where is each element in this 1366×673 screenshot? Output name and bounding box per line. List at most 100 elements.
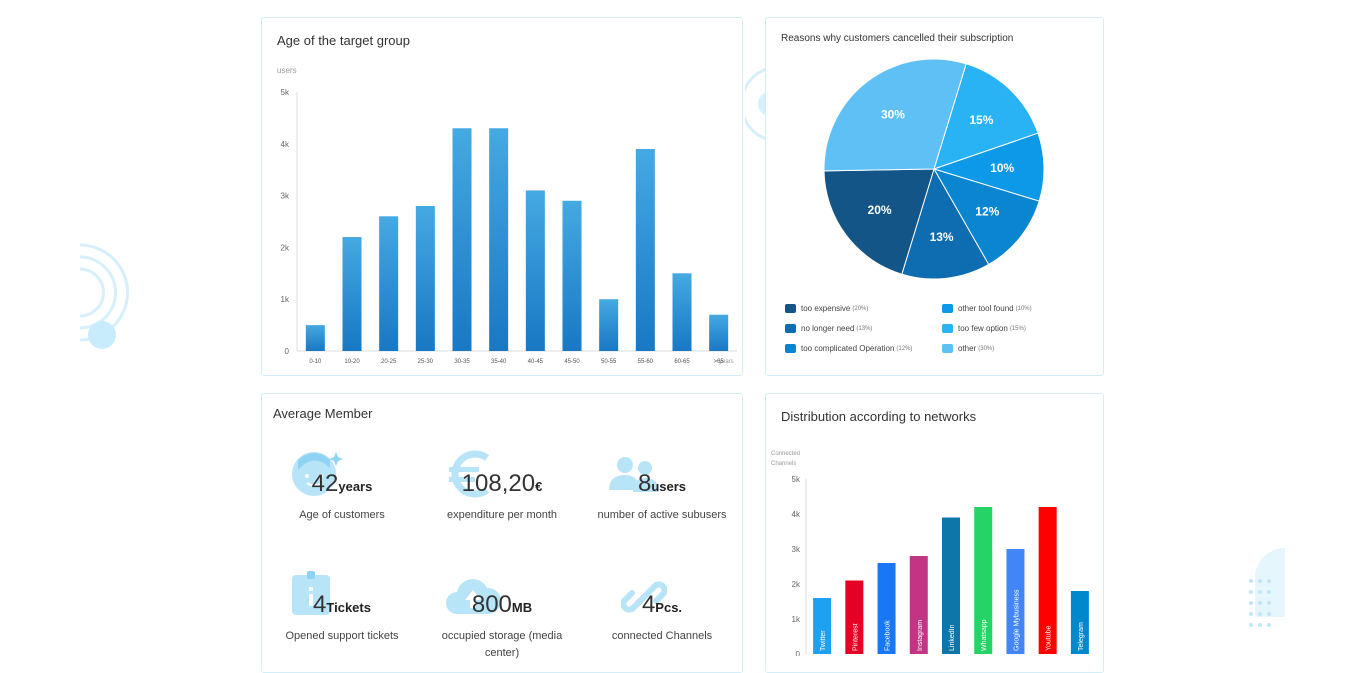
networks-chart-card: Distribution according to networks Conne… [765, 393, 1104, 673]
age-bar-chart: users years 0 1k 2k 3k 4k 5k 0-10 10-20 20-25 25-… [277, 66, 737, 365]
legend-item[interactable]: too complicated Operation (12%) [785, 344, 912, 353]
ticket-icon [292, 571, 330, 615]
stat-expenditure-label: expenditure per month [446, 509, 558, 521]
age-x-tick: 35-40 [491, 359, 507, 365]
stat-subusers-unit: users [651, 479, 687, 494]
reasons-chart-title: Reasons why customers cancelled their su… [781, 33, 1014, 44]
network-bar[interactable] [813, 598, 832, 654]
legend-label: no longer need [801, 324, 855, 333]
wave-decoration-left [80, 243, 129, 349]
age-x-unit: years [719, 359, 734, 365]
age-bar[interactable] [562, 200, 582, 351]
pie-slice-label: 15% [969, 113, 993, 127]
network-bar[interactable] [877, 563, 896, 654]
pie-slice[interactable] [932, 168, 1040, 266]
stat-subusers-value-line: 8users [587, 470, 737, 498]
legend-label: other [958, 344, 977, 353]
legend-swatch [785, 304, 796, 313]
stat-age-label: Age of customers [299, 509, 385, 521]
age-bar[interactable] [305, 325, 325, 351]
stat-storage-label: occupied storage (media center) [441, 630, 563, 659]
age-x-tick: 45-50 [564, 359, 580, 365]
stat-subusers-label: number of active subusers [597, 509, 727, 521]
age-bar[interactable] [599, 299, 619, 351]
network-bar-label: Instagram [917, 620, 924, 651]
legend-swatch [942, 344, 953, 353]
legend-label: too complicated Operation [801, 344, 895, 353]
age-x-tick: 25-30 [418, 359, 434, 365]
stat-tickets-label: Opened support tickets [285, 630, 399, 642]
network-bar-label: Telegram [1078, 622, 1085, 651]
pie-slice-label: 13% [930, 230, 954, 244]
legend-item[interactable]: other tool found (10%) [942, 304, 1032, 313]
cloud-upload-icon [446, 579, 501, 614]
age-x-tick: >65 [714, 359, 725, 365]
age-bar[interactable] [379, 216, 399, 351]
networks-bar-chart: Connected Channels 0 1k 2k 3k 4k 5k Twitter Pin… [771, 451, 1089, 656]
stat-expenditure-value: 108,20 [461, 470, 536, 497]
network-bar[interactable] [1070, 591, 1089, 654]
age-x-tick: 55-60 [638, 359, 654, 365]
age-bar[interactable] [452, 128, 472, 351]
average-member-title: Average Member [273, 406, 373, 421]
legend-percent: (10%) [1015, 305, 1032, 312]
stat-channels-value: 4 [641, 591, 656, 618]
legend-label: too few option [958, 324, 1008, 333]
reasons-pie-chart: 15% 10% 12% 13% 20% 30% [823, 58, 1045, 280]
stat-subusers-value: 8 [637, 470, 652, 497]
legend-item[interactable]: other (30%) [942, 344, 994, 353]
age-y-tick: 2k [281, 243, 290, 252]
age-bar[interactable] [709, 314, 729, 351]
dots-decoration-right [1249, 547, 1285, 627]
age-bar[interactable] [342, 237, 362, 351]
stat-tickets-value-line: 4Tickets [267, 591, 417, 619]
pie-slice[interactable] [823, 168, 935, 275]
legend-percent: (20%) [852, 305, 869, 312]
age-y-tick: 3k [281, 192, 290, 201]
network-bar[interactable] [1006, 549, 1025, 654]
age-x-tick: 40-45 [528, 359, 544, 365]
stat-channels-value-line: 4Pcs. [587, 591, 737, 619]
age-bar[interactable] [525, 190, 545, 351]
networks-y-tick: 2k [792, 580, 801, 589]
networks-y-tick: 5k [792, 475, 801, 484]
pie-slice-label: 12% [975, 205, 999, 219]
networks-y-tick: 3k [792, 545, 801, 554]
legend-swatch [785, 344, 796, 353]
reasons-chart-card: Reasons why customers cancelled their su… [765, 17, 1104, 376]
age-bar[interactable] [672, 273, 692, 351]
age-x-tick: 20-25 [381, 359, 397, 365]
legend-swatch [942, 324, 953, 333]
age-y-unit: users [277, 66, 297, 75]
age-x-tick: 50-55 [601, 359, 617, 365]
network-bar-label: Twitter [820, 630, 827, 651]
euro-icon [449, 450, 490, 498]
network-bar[interactable] [1038, 507, 1057, 654]
stat-storage-value: 800 [471, 591, 512, 618]
network-bar-label: Pinterest [852, 623, 859, 651]
pie-slice-label: 20% [868, 203, 892, 217]
pie-slice[interactable] [823, 58, 967, 172]
legend-item[interactable]: too few option (15%) [942, 324, 1026, 333]
network-bar-label: Youtube [1046, 625, 1053, 651]
pie-slice[interactable] [933, 63, 1039, 170]
network-bar[interactable] [942, 517, 960, 655]
age-bar[interactable] [635, 148, 655, 351]
legend-percent: (13%) [856, 325, 873, 332]
networks-y-unit-line1: Connected [771, 451, 800, 457]
pie-slice[interactable] [901, 167, 990, 280]
age-bar[interactable] [415, 205, 435, 351]
network-bar-label: Whatsapp [981, 619, 988, 651]
legend-item[interactable]: no longer need (13%) [785, 324, 872, 333]
network-bar[interactable] [974, 507, 993, 654]
age-bar[interactable] [489, 128, 509, 351]
stat-storage-value-line: 800MB [427, 591, 577, 619]
network-bar[interactable] [909, 556, 928, 654]
legend-item[interactable]: too expensive (20%) [785, 304, 868, 313]
legend-swatch [942, 304, 953, 313]
age-x-tick: 10-20 [344, 359, 360, 365]
age-y-tick: 0 [285, 347, 290, 356]
network-bar[interactable] [845, 580, 864, 655]
networks-chart-title: Distribution according to networks [781, 409, 977, 424]
age-x-tick: 30-35 [454, 359, 470, 365]
